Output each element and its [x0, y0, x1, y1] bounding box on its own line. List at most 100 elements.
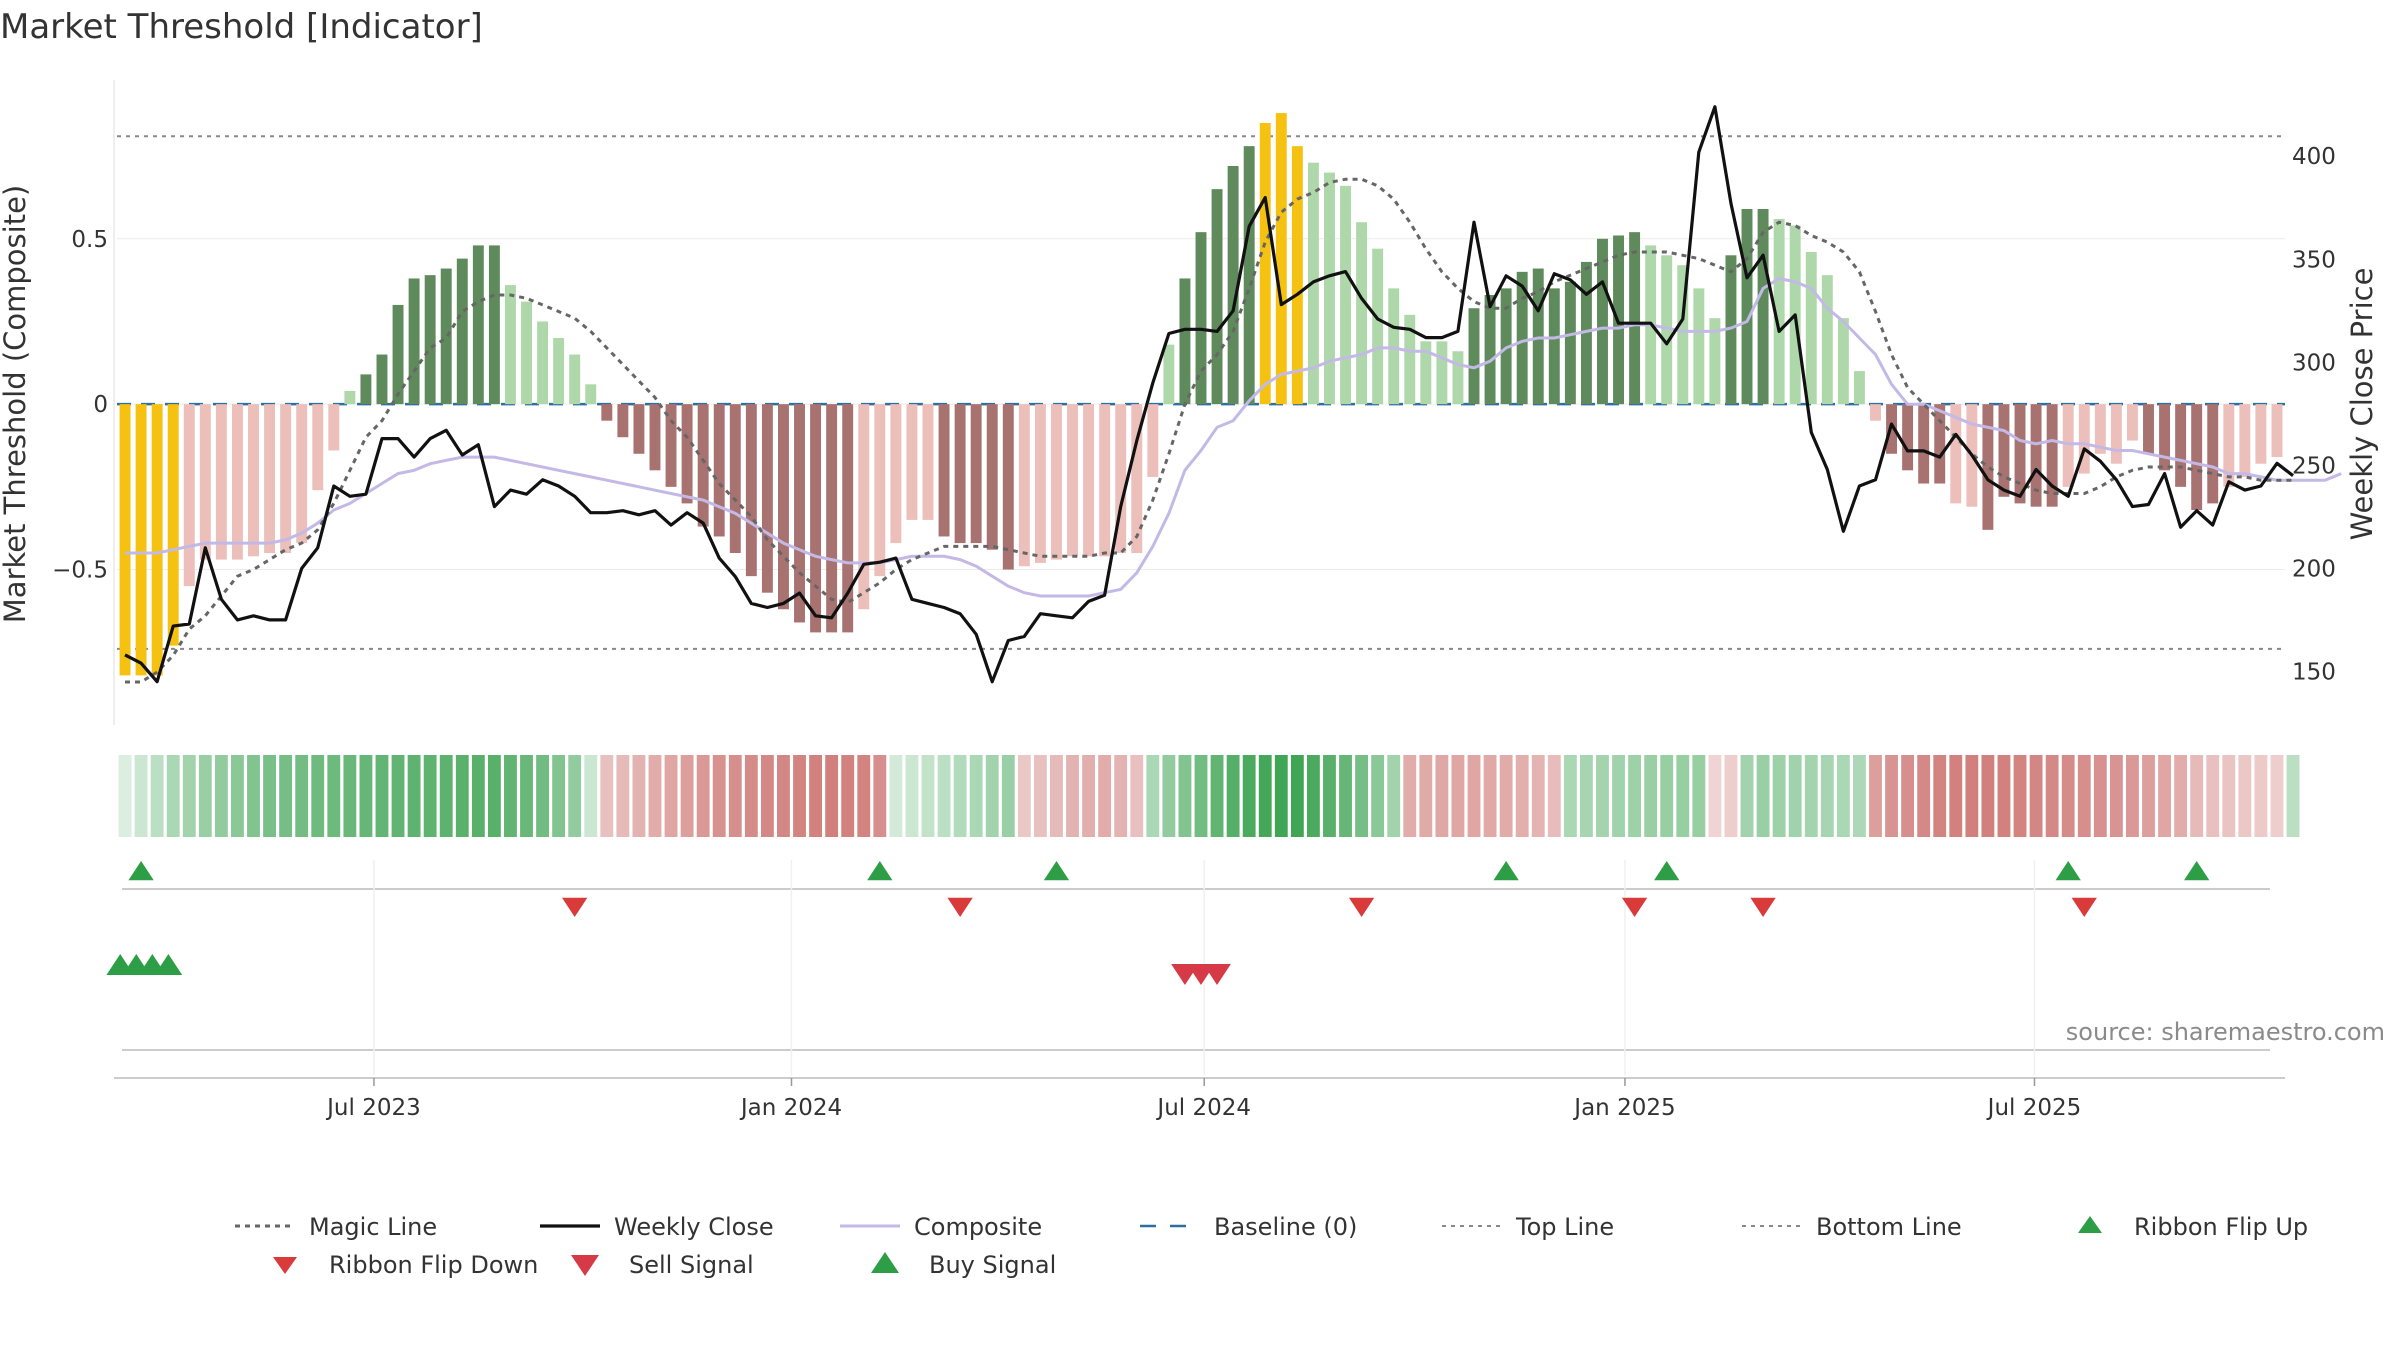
ribbon-cell [744, 755, 758, 837]
ribbon-cell [2254, 755, 2268, 837]
composite-bar [713, 404, 725, 537]
composite-bar [1243, 146, 1255, 405]
composite-bar [601, 404, 613, 421]
composite-bar [858, 404, 870, 610]
right-tick-label: 250 [2292, 453, 2336, 479]
composite-bar [1291, 146, 1303, 405]
composite-bar [970, 404, 982, 544]
right-tick-label: 150 [2292, 659, 2336, 685]
ribbon-flip-up-marker [1043, 861, 1070, 881]
ribbon-cell [2206, 755, 2220, 837]
composite-bar [1356, 222, 1368, 405]
legend-label: Buy Signal [929, 1251, 1056, 1279]
composite-bar [1950, 404, 1962, 504]
ribbon-cell [1258, 755, 1272, 837]
ribbon-cell [1869, 755, 1882, 837]
ribbon-cell [969, 755, 983, 837]
right-tick-label: 200 [2292, 556, 2336, 582]
left-axis: 0.5 0 −0.5 [52, 227, 108, 584]
composite-bar [1982, 404, 1994, 530]
x-tick-label: Jan 2024 [739, 1095, 842, 1121]
ribbon-cell [1033, 755, 1047, 837]
ribbon-cell [263, 755, 276, 837]
ribbon-cell [1676, 755, 1690, 837]
composite-bar [231, 404, 243, 560]
ribbon-cell [439, 755, 453, 837]
composite-bar [2271, 404, 2283, 458]
ribbon-cell [1820, 755, 1834, 837]
composite-bar [1548, 288, 1560, 405]
ribbon-cell [1917, 755, 1931, 837]
composite-bar [2255, 404, 2267, 464]
ribbon-cell [1579, 755, 1593, 837]
composite-bar [537, 321, 549, 405]
composite-bar [569, 354, 581, 405]
ribbon-cell [359, 755, 373, 837]
ribbon-cell [1178, 755, 1192, 837]
ribbon-cell [584, 755, 598, 837]
composite-bar [167, 404, 179, 646]
composite-bar [408, 278, 420, 405]
ribbon-cell [214, 755, 228, 837]
ribbon-cell [1836, 755, 1850, 837]
composite-bar [1677, 265, 1689, 405]
ribbon-flip-down-marker [1348, 897, 1375, 917]
ribbon-cell [873, 755, 887, 837]
ribbon-cell [857, 755, 871, 837]
ribbon-cell [134, 755, 148, 837]
ribbon-cell [2190, 755, 2204, 837]
ribbon-cell [471, 755, 485, 837]
composite-bar [665, 404, 677, 487]
ribbon-cell [520, 755, 533, 837]
ribbon-cell [2158, 755, 2171, 837]
ribbon-flip-down-marker [1750, 897, 1776, 917]
composite-bar [874, 404, 886, 577]
ribbon-cell [1708, 755, 1722, 837]
ribbon-cell [1563, 755, 1577, 837]
ribbon-cell [1114, 755, 1128, 837]
composite-bar [199, 404, 211, 560]
composite-line [125, 276, 2342, 598]
composite-bar [1034, 404, 1046, 563]
magic-line [125, 177, 2293, 684]
legend-label: Ribbon Flip Down [329, 1251, 538, 1279]
ribbon-cell [616, 755, 630, 837]
ribbon-cell [2238, 755, 2252, 837]
composite-bar [729, 404, 741, 553]
chart-title: Market Threshold [Indicator] [0, 7, 483, 47]
ribbon-cell [905, 755, 919, 837]
legend-label: Composite [914, 1213, 1042, 1241]
ribbon-flip-up-marker [1493, 861, 1519, 881]
composite-bar [890, 404, 902, 544]
ribbon-cell [552, 755, 566, 837]
x-axis: Jul 2023 Jan 2024 Jul 2024 Jan 2025 Jul 2025 [325, 1078, 2081, 1121]
composite-bar [1018, 404, 1030, 567]
ribbon-cell [1001, 755, 1015, 837]
ribbon-cell [1274, 755, 1288, 837]
ribbon-cell [2270, 755, 2284, 837]
composite-bar [585, 384, 597, 405]
ribbon-cell [921, 755, 935, 837]
composite-bar [151, 404, 163, 676]
ribbon-cell [182, 755, 196, 837]
ribbon-strip [118, 755, 2300, 837]
ribbon-cell [295, 755, 309, 837]
legend-swatch-buy [871, 1252, 899, 1273]
ribbon-cell [279, 755, 293, 837]
ribbon-flip-up-marker [2184, 861, 2210, 881]
composite-bar [697, 404, 709, 527]
ribbon-flip-up-marker [1654, 861, 1680, 881]
ribbon-cell [1082, 755, 1096, 837]
composite-bar [1629, 232, 1641, 405]
composite-bar [2014, 404, 2026, 504]
ribbon-cell [1467, 755, 1481, 837]
ribbon-cell [1419, 755, 1433, 837]
right-tick-label: 300 [2292, 350, 2336, 376]
composite-bar [119, 404, 131, 676]
composite-bar [1934, 404, 1946, 484]
ribbon-flip-down-marker [947, 897, 973, 917]
ribbon-flip-down-marker [2071, 897, 2097, 917]
composite-bar [1741, 209, 1753, 405]
composite-bar [1709, 318, 1721, 405]
ribbon-cell [1290, 755, 1304, 837]
